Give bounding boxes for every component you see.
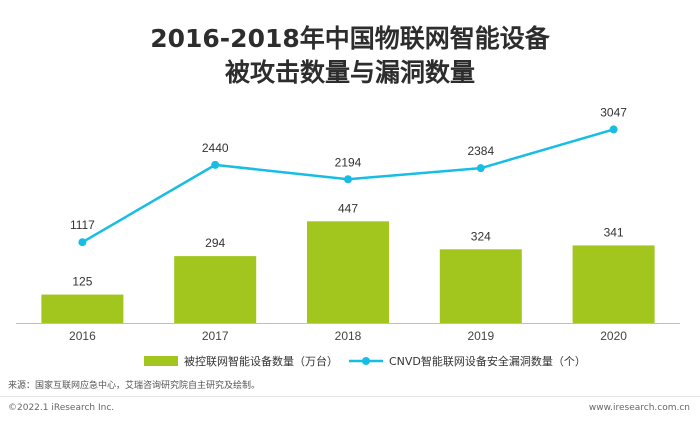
bar-label-2017: 294 <box>205 236 225 250</box>
line-point-2020 <box>609 125 618 134</box>
line-label-2019: 2384 <box>467 144 494 158</box>
x-tick-2019: 2019 <box>467 329 494 343</box>
footer-divider <box>0 396 700 397</box>
legend-label-line: CNVD智能联网设备安全漏洞数量（个） <box>389 354 586 368</box>
chart-title-line1: 2016-2018年中国物联网智能设备 <box>150 24 550 53</box>
website-link[interactable]: www.iresearch.com.cn <box>588 403 690 413</box>
x-tick-2016: 2016 <box>69 329 96 343</box>
line-point-2016 <box>78 238 87 247</box>
bar-label-2016: 125 <box>72 275 92 289</box>
bar-2017 <box>174 256 257 323</box>
line-point-2018 <box>344 175 352 184</box>
x-tick-2017: 2017 <box>202 329 229 343</box>
bar-2016 <box>41 294 124 323</box>
line-point-2017 <box>211 160 220 169</box>
line-point-2019 <box>476 164 485 173</box>
bar-2020 <box>572 245 655 323</box>
line-label-2016: 1117 <box>70 218 95 232</box>
copyright-text: ©2022.1 iResearch Inc. <box>8 403 115 413</box>
bar-label-2018: 447 <box>338 201 358 215</box>
x-tick-2020: 2020 <box>600 329 627 343</box>
bar-2018 <box>307 221 389 323</box>
x-tick-2018: 2018 <box>335 329 362 343</box>
bar-label-2019: 324 <box>471 229 491 243</box>
bar-label-2020: 341 <box>604 225 624 239</box>
chart-title-line2: 被攻击数量与漏洞数量 <box>224 58 475 87</box>
legend-swatch-line-marker <box>362 357 370 365</box>
source-note: 来源：国家互联网应急中心，艾瑞咨询研究院自主研究及绘制。 <box>8 381 261 391</box>
legend-swatch-bar <box>144 356 178 366</box>
legend-label-bar: 被控联网智能设备数量（万台） <box>184 354 338 368</box>
line-label-2017: 2440 <box>202 141 229 155</box>
line-label-2018: 2194 <box>335 155 362 169</box>
line-label-2020: 3047 <box>600 105 627 119</box>
bar-2019 <box>439 249 522 323</box>
